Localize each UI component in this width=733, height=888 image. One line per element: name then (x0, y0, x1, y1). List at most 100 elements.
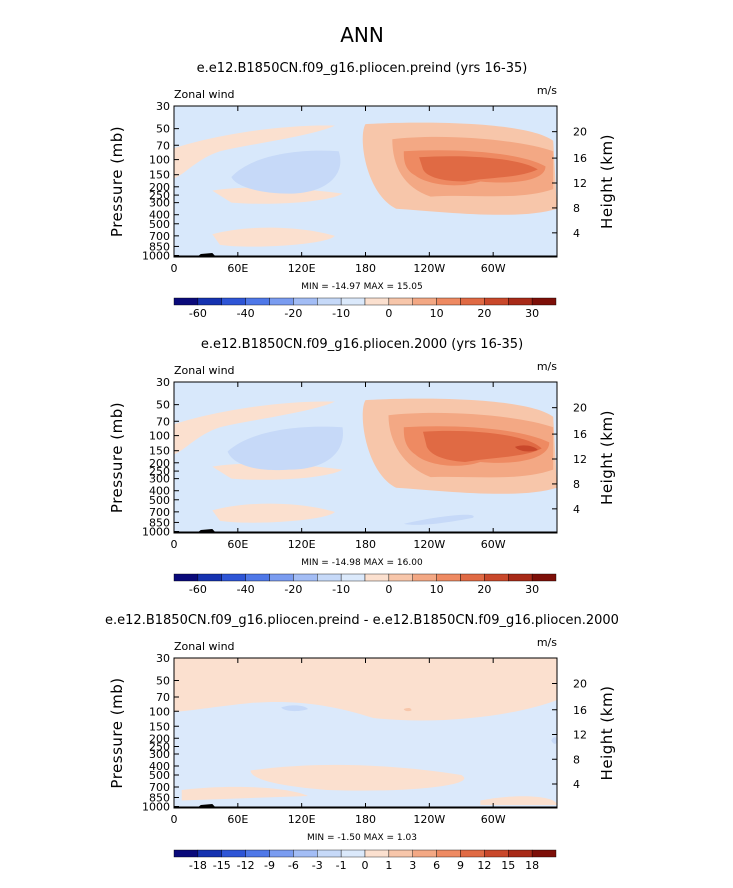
panel-title: e.e12.B1850CN.f09_g16.pliocen.preind - e… (105, 613, 619, 628)
y-tick-label: 850 (149, 516, 170, 529)
y-tick-label: 300 (149, 473, 170, 486)
colorbar-label: 0 (362, 859, 369, 872)
colorbar-label: -12 (237, 859, 255, 872)
y-tick-label: 30 (156, 652, 170, 665)
colorbar-label: -10 (332, 583, 350, 596)
y-tick-label: 30 (156, 376, 170, 389)
colorbar-swatch (364, 849, 390, 858)
y-tick-label: 100 (149, 154, 170, 167)
colorbar-swatch (293, 849, 318, 858)
y-axis-title: Pressure (mb) (108, 677, 126, 788)
y-tick-label: 400 (149, 485, 170, 498)
colorbar-swatch (317, 573, 342, 582)
y-tick-label: 200 (149, 181, 170, 194)
colorbar-swatch (436, 849, 461, 858)
contour-region (212, 503, 335, 523)
colorbar-swatch (531, 297, 557, 306)
x-tick-label: 120W (413, 262, 445, 275)
y-right-tick-label: 4 (573, 227, 580, 240)
colorbar-label: -20 (284, 583, 302, 596)
y-tick-label: 50 (156, 123, 170, 136)
colorbar-swatch (197, 849, 222, 858)
y-right-tick-label: 8 (573, 753, 580, 766)
y-right-tick-label: 12 (573, 729, 587, 742)
colorbar-swatch (269, 849, 294, 858)
y-tick-label: 50 (156, 675, 170, 688)
colorbar-swatch (364, 297, 390, 306)
y-tick-label: 250 (149, 189, 170, 202)
contour-fills (174, 398, 557, 533)
contour-region (174, 658, 557, 721)
y-tick-label: 1000 (142, 525, 170, 538)
contour-region (480, 796, 557, 805)
contour-region (423, 430, 542, 462)
y-tick-label: 850 (149, 792, 170, 805)
colorbar-swatch (245, 849, 270, 858)
y-tick-label: 30 (156, 100, 170, 113)
y-axis-right-title: Height (km) (598, 686, 616, 781)
colorbar-label: 0 (385, 583, 392, 596)
y-tick-label: 1000 (142, 801, 170, 814)
colorbar-swatch (531, 573, 557, 582)
x-tick-label: 60W (481, 538, 506, 551)
panel-variable-label: Zonal wind (174, 88, 235, 101)
colorbar-label: 15 (501, 859, 515, 872)
colorbar-swatch (340, 297, 366, 306)
colorbar-swatch (436, 297, 461, 306)
panel-units-label: m/s (537, 360, 557, 373)
y-right-tick-label: 16 (573, 704, 587, 717)
y-right-tick-label: 8 (573, 478, 580, 491)
colorbar-swatch (221, 573, 246, 582)
colorbar-label: -40 (237, 307, 255, 320)
contour-region (403, 708, 412, 712)
y-right-tick-label: 4 (573, 778, 580, 791)
colorbar-swatch (340, 849, 366, 858)
panel-2: e.e12.B1850CN.f09_g16.pliocen.2000 (yrs … (108, 337, 616, 596)
colorbar-swatch (412, 297, 437, 306)
colorbar-label: -40 (237, 583, 255, 596)
min-max-stats: MIN = -1.50 MAX = 1.03 (307, 833, 417, 843)
x-tick-label: 120E (288, 813, 316, 826)
colorbar-swatch (460, 573, 485, 582)
colorbar-swatch (173, 573, 199, 582)
colorbar-label: 6 (433, 859, 440, 872)
x-tick-label: 60E (227, 538, 248, 551)
colorbar-swatch (388, 573, 413, 582)
contour-region (514, 445, 538, 452)
colorbar-swatch (508, 297, 533, 306)
y-tick-label: 150 (149, 720, 170, 733)
contour-region (250, 764, 465, 791)
colorbar-swatch (317, 849, 342, 858)
colorbar-swatch (364, 573, 390, 582)
colorbar-swatch (531, 849, 557, 858)
x-tick-label: 0 (171, 262, 178, 275)
colorbar-label: -9 (264, 859, 275, 872)
panel-variable-label: Zonal wind (174, 364, 235, 377)
x-tick-label: 60W (481, 813, 506, 826)
colorbar-swatch (388, 297, 413, 306)
colorbar-swatch (197, 297, 222, 306)
y-tick-label: 700 (149, 230, 170, 243)
y-tick-label: 250 (149, 741, 170, 754)
colorbar-label: 10 (430, 307, 444, 320)
colorbar-swatch (508, 573, 533, 582)
colorbar-swatch (412, 573, 437, 582)
panel-units-label: m/s (537, 636, 557, 649)
colorbar-label: -3 (312, 859, 323, 872)
y-tick-label: 100 (149, 705, 170, 718)
contour-fills (174, 658, 557, 808)
y-tick-label: 100 (149, 430, 170, 443)
y-tick-label: 70 (156, 415, 170, 428)
colorbar-swatch (317, 297, 342, 306)
colorbar-swatch (340, 573, 366, 582)
y-tick-label: 500 (149, 769, 170, 782)
y-right-tick-label: 16 (573, 428, 587, 441)
colorbar-swatch (221, 849, 246, 858)
colorbar-label: 18 (525, 859, 539, 872)
contour-region (227, 426, 343, 471)
colorbar-swatch (436, 573, 461, 582)
colorbar-swatch (245, 573, 270, 582)
y-tick-label: 150 (149, 445, 170, 458)
y-tick-label: 1000 (142, 249, 170, 262)
y-tick-label: 400 (149, 760, 170, 773)
